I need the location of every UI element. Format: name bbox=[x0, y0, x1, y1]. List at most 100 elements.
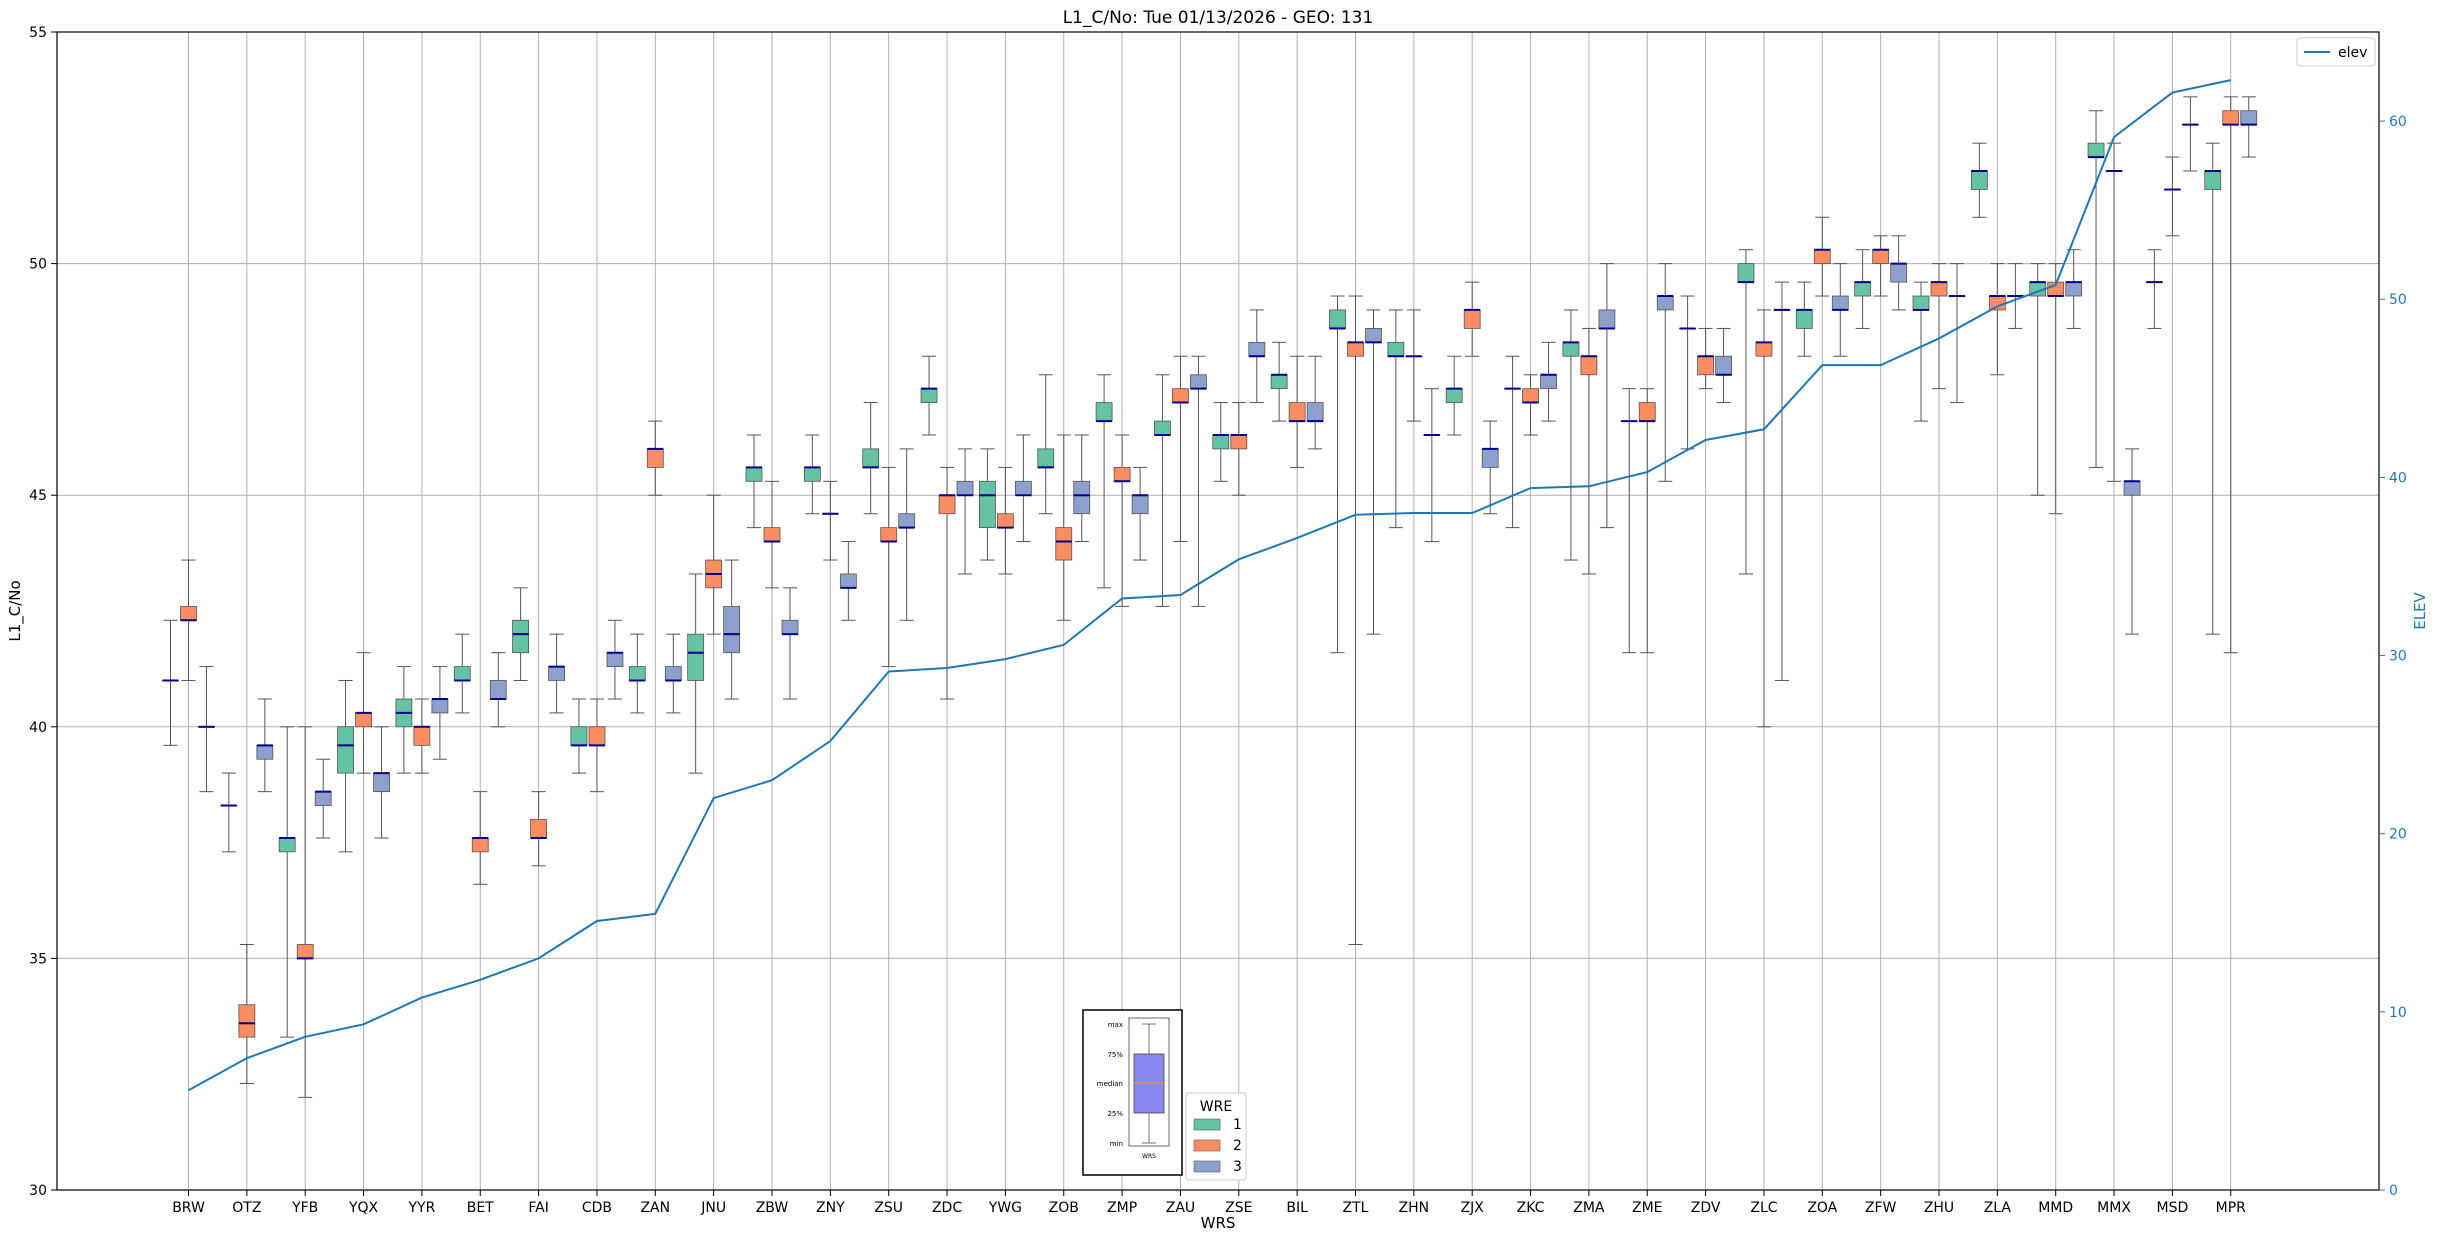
box-zla-wre1 bbox=[1970, 142, 1988, 218]
elev-legend: elev bbox=[2296, 37, 2376, 67]
x-tick-label: ZLC bbox=[1750, 1200, 1777, 1216]
box-zfw-wre2 bbox=[1872, 235, 1890, 297]
x-tick-label: ZFW bbox=[1865, 1200, 1897, 1216]
x-tick-label: OTZ bbox=[232, 1200, 261, 1216]
box-zob-wre3 bbox=[1073, 434, 1091, 543]
x-tick-label: FAI bbox=[528, 1200, 548, 1216]
x-tick-label: YYR bbox=[407, 1200, 435, 1216]
x-tick-label: ZBW bbox=[756, 1200, 789, 1216]
box-key-label-median: median bbox=[1097, 1080, 1123, 1088]
box-ywg-wre1 bbox=[979, 448, 996, 561]
box-zsu-wre2 bbox=[880, 466, 898, 668]
x-tick-label: MMD bbox=[2038, 1200, 2073, 1216]
box-zlc-wre2 bbox=[1755, 309, 1773, 728]
box-body bbox=[781, 619, 799, 635]
box-body bbox=[1387, 341, 1405, 357]
box-zlc-wre1 bbox=[1737, 249, 1755, 575]
box-body bbox=[763, 527, 781, 542]
box-body bbox=[646, 448, 664, 468]
box-zny-wre2 bbox=[821, 480, 839, 561]
y-tick-label: 50 bbox=[29, 257, 47, 273]
wre-legend-label-1: 1 bbox=[1233, 1117, 1242, 1133]
box-yyr-wre1 bbox=[395, 666, 413, 774]
box-bet-wre3 bbox=[489, 652, 507, 728]
box-body bbox=[1248, 341, 1266, 357]
box-body bbox=[1172, 388, 1189, 403]
box-zme-wre1 bbox=[1620, 388, 1638, 654]
box-body bbox=[2222, 110, 2240, 126]
y2-tick-label: 50 bbox=[2389, 292, 2407, 308]
box-yqx-wre2 bbox=[355, 652, 372, 774]
x-tick-label: ZOA bbox=[1807, 1200, 1837, 1216]
box-ywg-wre2 bbox=[997, 466, 1014, 575]
x-tick-label: ZTL bbox=[1343, 1200, 1369, 1216]
box-msd-wre1 bbox=[2145, 249, 2163, 329]
box-zme-wre3 bbox=[1656, 263, 1674, 482]
box-zjx-wre2 bbox=[1463, 281, 1481, 357]
box-otz-wre2 bbox=[238, 944, 256, 1084]
box-body bbox=[570, 726, 588, 746]
box-zbw-wre2 bbox=[763, 480, 781, 589]
box-zlc-wre3 bbox=[1773, 281, 1791, 681]
box-body bbox=[1190, 374, 1207, 390]
elevation-line-layer bbox=[188, 79, 2231, 1092]
x-tick-label: ZJX bbox=[1461, 1200, 1485, 1216]
box-bil-wre3 bbox=[1306, 355, 1324, 450]
box-body bbox=[512, 619, 529, 654]
box-zdv-wre3 bbox=[1715, 327, 1732, 404]
box-key-label-75: 75% bbox=[1107, 1051, 1123, 1059]
y-axis-label: L1_C/No bbox=[6, 580, 25, 641]
box-body bbox=[1697, 355, 1714, 376]
box-zhn-wre3 bbox=[1423, 388, 1441, 543]
box-zsu-wre1 bbox=[862, 402, 880, 515]
box-brw-wre3 bbox=[198, 666, 215, 793]
x-tick-label: MPR bbox=[2216, 1200, 2247, 1216]
box-zhn-wre1 bbox=[1387, 309, 1405, 529]
box-body bbox=[1755, 341, 1773, 357]
box-zob-wre2 bbox=[1055, 434, 1073, 621]
box-body bbox=[956, 480, 974, 496]
elevation-line bbox=[188, 79, 2231, 1092]
x-tick-label: ZSU bbox=[874, 1200, 903, 1216]
box-body bbox=[1055, 527, 1073, 561]
box-key-label-max: max bbox=[1108, 1021, 1123, 1029]
box-fai-wre3 bbox=[548, 633, 565, 714]
box-bet-wre1 bbox=[453, 633, 471, 714]
box-body bbox=[2204, 170, 2222, 190]
y2-tick-label: 40 bbox=[2389, 470, 2407, 486]
box-body bbox=[471, 837, 489, 853]
box-body bbox=[1288, 402, 1306, 422]
x-tick-label: ZNY bbox=[816, 1200, 845, 1216]
box-body bbox=[664, 666, 682, 681]
box-mmx-wre3 bbox=[2123, 448, 2141, 635]
box-fai-wre1 bbox=[512, 587, 529, 681]
x-tick-label: MSD bbox=[2157, 1200, 2189, 1216]
x-tick-label: ZDV bbox=[1691, 1200, 1721, 1216]
box-body bbox=[1212, 434, 1230, 450]
box-yyr-wre3 bbox=[431, 666, 449, 760]
y-tick-label: 30 bbox=[29, 1183, 47, 1199]
box-zma-wre1 bbox=[1562, 309, 1580, 561]
box-zmp-wre3 bbox=[1131, 466, 1149, 561]
box-zau-wre3 bbox=[1190, 355, 1207, 607]
box-mmd-wre3 bbox=[2065, 249, 2083, 329]
wre-legend-swatch-3 bbox=[1193, 1160, 1221, 1173]
x-tick-label: ZMP bbox=[1107, 1200, 1137, 1216]
x-tick-label: ZME bbox=[1632, 1200, 1663, 1216]
box-body bbox=[880, 527, 898, 542]
box-body bbox=[898, 513, 916, 529]
box-otz-wre1 bbox=[220, 772, 238, 853]
box-body bbox=[1154, 420, 1171, 436]
box-key-label-25: 25% bbox=[1107, 1110, 1123, 1118]
y-tick-label: 35 bbox=[29, 951, 47, 967]
box-body bbox=[606, 652, 624, 667]
box-zdc-wre1 bbox=[920, 355, 938, 436]
box-jnu-wre2 bbox=[705, 494, 723, 635]
x-tick-label: ZOB bbox=[1049, 1200, 1079, 1216]
box-body bbox=[314, 791, 332, 806]
box-key-label-min: min bbox=[1110, 1140, 1123, 1148]
box-zny-wre3 bbox=[839, 541, 857, 621]
box-mmx-wre2 bbox=[2105, 142, 2123, 482]
box-body bbox=[1737, 263, 1755, 283]
box-zan-wre2 bbox=[646, 420, 664, 496]
